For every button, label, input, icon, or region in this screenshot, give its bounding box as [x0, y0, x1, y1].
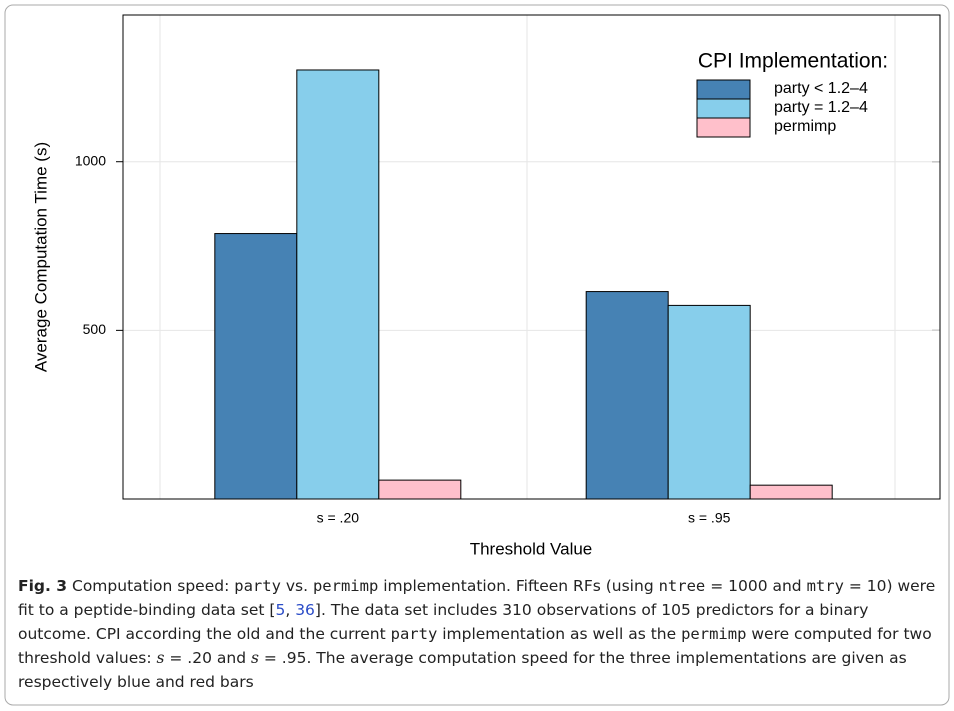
legend-label: party = 1.2–4 — [774, 99, 868, 116]
caption-text: = .20 and — [164, 649, 251, 667]
bar — [667, 304, 751, 500]
bar — [585, 291, 669, 500]
caption-text: , — [285, 601, 296, 619]
caption-label: Fig. 3 — [18, 577, 68, 595]
caption-math: s — [156, 649, 165, 667]
plot-frame — [122, 14, 941, 500]
caption-text: ]. The data set includes 310 observation… — [18, 601, 869, 643]
caption-text: were computed for two threshold values: — [18, 625, 932, 667]
caption-text: = 1000 and — [705, 577, 807, 595]
x-tick-label: s = .95 — [688, 510, 731, 526]
legend-swatch — [696, 79, 751, 100]
legend-swatch — [696, 98, 751, 119]
y-tick-label: 500 — [83, 321, 107, 337]
bar — [296, 69, 380, 500]
legend-label: party < 1.2–4 — [774, 80, 868, 97]
caption-math: s — [250, 649, 259, 667]
bar — [378, 479, 462, 500]
caption-code: mtry — [806, 577, 844, 595]
legend-title: CPI Implementation: — [698, 50, 888, 73]
caption-text: Computation speed: — [67, 577, 235, 595]
caption-code: party — [234, 577, 281, 595]
y-axis-title: Average Computation Time (s) — [31, 142, 50, 372]
caption: Fig. 3 Computation speed: party vs. perm… — [18, 574, 938, 694]
figure-border — [4, 4, 950, 706]
citation-link[interactable]: 5 — [275, 601, 286, 619]
caption-code: ntree — [658, 577, 706, 595]
y-tick-label: 1000 — [75, 152, 106, 168]
caption-text: implementation. Fifteen RFs (using — [378, 577, 659, 595]
caption-text: = 10) were fit to a peptide-binding data… — [18, 577, 936, 619]
x-tick-label: s = .20 — [317, 510, 360, 526]
caption-text: implementation as well as the — [437, 625, 682, 643]
bar — [749, 484, 833, 500]
legend-label: permimp — [774, 118, 836, 135]
legend-swatch — [696, 117, 751, 138]
caption-code: party — [390, 625, 438, 643]
caption-code: permimp — [312, 577, 379, 595]
bar — [214, 233, 298, 500]
caption-text: vs. — [280, 577, 313, 595]
citation-link[interactable]: 36 — [295, 601, 315, 619]
x-axis-title: Threshold Value — [470, 539, 593, 558]
caption-text: = .95. The average computation speed for… — [18, 649, 907, 691]
caption-code: permimp — [681, 625, 747, 643]
